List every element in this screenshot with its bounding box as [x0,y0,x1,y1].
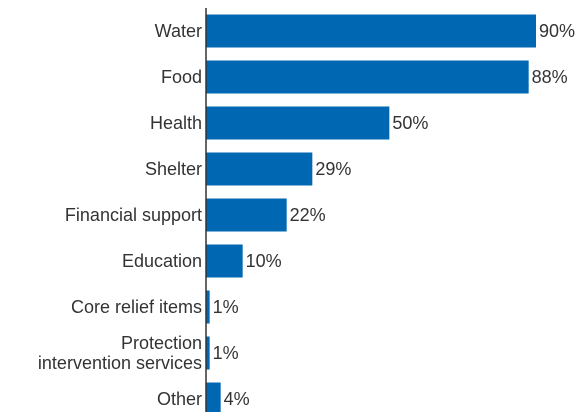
bar [206,290,210,324]
value-label: 10% [246,251,282,271]
value-label: 88% [532,67,568,87]
bar [206,106,390,140]
value-label: 4% [224,389,250,409]
category-label-line: Health [150,113,202,133]
category-label: Education [122,251,202,271]
category-labels-group: Water Food Health Shelter Financial support E… [38,21,202,409]
category-label: Other [157,389,202,409]
bar [206,60,529,94]
category-label: Food [161,67,202,87]
category-label-line: Financial support [65,205,202,225]
value-labels-group: 90% 88% 50% 29% 22% 10% 1% 1% 4% [213,21,575,409]
bar [206,14,536,48]
category-label: Financial support [65,205,202,225]
category-label: Shelter [145,159,202,179]
category-label-line: Other [157,389,202,409]
category-label: Protection intervention services [38,333,202,373]
value-label: 90% [539,21,575,41]
bar [206,198,287,232]
value-label: 1% [213,297,239,317]
bar [206,244,243,278]
value-label: 50% [392,113,428,133]
category-label: Health [150,113,202,133]
category-label-line: intervention services [38,353,202,373]
bar [206,336,210,370]
bars-group [206,14,536,412]
category-label: Core relief items [71,297,202,317]
category-label-line: Protection [121,333,202,353]
category-label: Water [155,21,202,41]
category-label-line: Food [161,67,202,87]
category-label-line: Shelter [145,159,202,179]
category-label-line: Water [155,21,202,41]
category-label-line: Core relief items [71,297,202,317]
bar [206,382,221,412]
value-label: 29% [315,159,351,179]
category-label-line: Education [122,251,202,271]
value-label: 22% [290,205,326,225]
value-label: 1% [213,343,239,363]
bar [206,152,313,186]
